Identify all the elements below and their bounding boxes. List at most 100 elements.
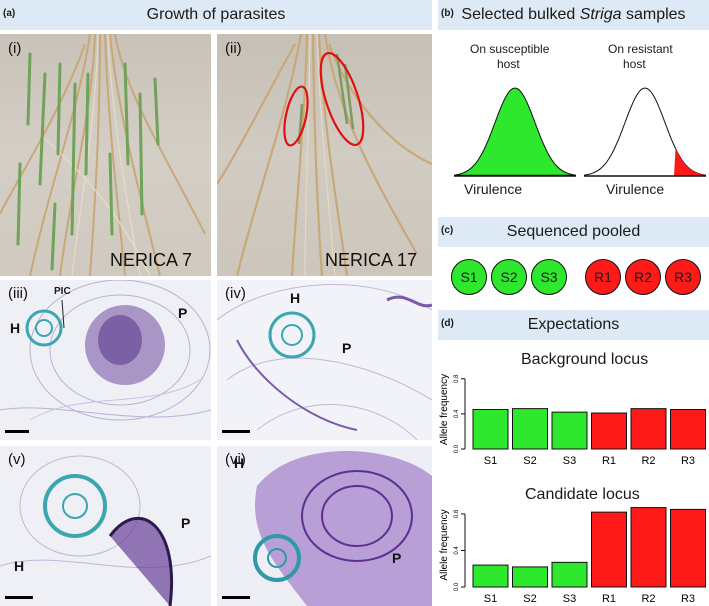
micro-iii-p: P	[178, 305, 188, 321]
micrograph-v-art	[0, 455, 211, 606]
red-ellipse-2	[319, 51, 365, 147]
red-ellipse-1	[283, 85, 309, 147]
sample-r2: R2	[625, 259, 661, 295]
panel-b-title-post: samples	[621, 6, 686, 23]
panel-c-header: Sequenced pooled	[438, 217, 709, 247]
x-tick-label-r3: R3	[681, 593, 695, 605]
background-locus-chart: 0.0 0.4 0.8 Allele frequency S1 S2 S3 R1 R2 R3	[439, 374, 706, 467]
panel-a-letter: (a)	[3, 8, 16, 19]
resistant-caption-2: host	[623, 57, 646, 71]
micro-v-p: P	[181, 515, 191, 531]
virulence-distributions	[453, 87, 707, 177]
panel-d-header: Expectations	[438, 310, 709, 340]
candidate-locus-chart: 0.0 0.4 0.8 Allele frequency S1 S2 S3 R1 R2 R3	[439, 507, 706, 605]
micro-vi-p: P	[392, 550, 402, 566]
micro-iv-label: (iv)	[225, 285, 246, 302]
x-tick-label-r1: R1	[602, 593, 616, 605]
photo-i-label: (i)	[8, 40, 22, 57]
sample-r3: R3	[665, 259, 701, 295]
scalebar-v	[5, 596, 33, 599]
bar-s1	[472, 564, 509, 588]
x-tick-label-s1: S1	[484, 593, 497, 605]
resistant-curve	[583, 87, 707, 176]
micro-iii-label: (iii)	[8, 285, 28, 302]
micro-iv-h: H	[290, 290, 301, 306]
x-tick-label-r2: R2	[641, 593, 655, 605]
chart1-title: Background locus	[521, 351, 649, 368]
x-tick-label-s3: S3	[563, 455, 576, 467]
y-tick-label: 0.0	[454, 444, 460, 453]
sample-s1: S1	[451, 259, 487, 295]
chart2-title: Candidate locus	[525, 486, 640, 503]
root-photo-illustration-2	[217, 34, 432, 276]
panel-c-title: Sequenced pooled	[506, 223, 641, 240]
bar-s1	[472, 409, 509, 450]
x-tick-label-r2: R2	[641, 455, 655, 467]
y-tick-label: 0.4	[454, 546, 460, 555]
sample-r1: R1	[585, 259, 621, 295]
susceptible-caption-1: On susceptible	[470, 42, 550, 56]
photo-ii-label: (ii)	[225, 40, 242, 57]
resistant-caption-1: On resistant	[608, 42, 673, 56]
micro-vi-h: H	[234, 455, 245, 471]
photo-nerica-7	[0, 34, 211, 276]
panel-b-title-italic: Striga	[579, 6, 622, 23]
bar-s3	[551, 561, 588, 588]
photo-nerica-17	[217, 34, 432, 276]
panel-d-title: Expectations	[527, 316, 620, 333]
scalebar-vi	[222, 596, 250, 599]
bar-s3	[551, 411, 588, 450]
bar-r1	[591, 412, 627, 450]
micro-vi-label: (vi)	[225, 451, 246, 468]
panel-c-letter: (c)	[441, 225, 454, 236]
panel-a-title: Growth of parasites	[146, 6, 286, 23]
susceptible-curve	[453, 87, 577, 176]
micrograph-iv-art	[217, 284, 432, 440]
resistant-tail	[674, 148, 706, 176]
x-tick-label-r3: R3	[681, 455, 695, 467]
scalebar-iv	[222, 430, 250, 433]
bar-r3	[670, 409, 706, 450]
bar-r3	[670, 508, 706, 588]
root-photo-illustration	[0, 34, 206, 276]
scalebar-iii	[5, 430, 29, 433]
micro-iii-pic: PIC	[54, 286, 71, 297]
bar-r2	[630, 408, 667, 450]
micrograph-vi	[217, 446, 432, 606]
y-tick-label: 0.4	[454, 409, 460, 418]
y-tick-label: 0.0	[454, 582, 460, 591]
x-tick-label-r1: R1	[602, 455, 616, 467]
y-tick-label: 0.8	[454, 509, 460, 518]
micro-iii-h: H	[10, 320, 21, 336]
bar-r1	[591, 511, 627, 588]
bar-s2	[512, 566, 548, 588]
panel-b-header: Selected bulked Striga samples	[438, 0, 709, 30]
micrograph-iii-art	[0, 280, 211, 421]
susceptible-caption-2: host	[497, 57, 520, 71]
nerica-17-label: NERICA 17	[325, 250, 418, 270]
panel-d-letter: (d)	[441, 318, 454, 329]
y-axis-label: Allele frequency	[439, 374, 450, 445]
sample-s2: S2	[491, 259, 527, 295]
panel-b-title-pre: Selected bulked	[461, 6, 580, 23]
y-axis-label: Allele frequency	[439, 509, 450, 580]
micro-v-h: H	[14, 558, 25, 574]
micrograph-v	[0, 446, 211, 606]
micro-iv-p: P	[342, 340, 352, 356]
panel-b-letter: (b)	[441, 8, 454, 19]
x-tick-label-s1: S1	[484, 455, 497, 467]
sample-s3: S3	[531, 259, 567, 295]
x-tick-label-s2: S2	[523, 455, 536, 467]
micro-v-label: (v)	[8, 451, 26, 468]
panel-a-header: Growth of parasites	[0, 0, 432, 30]
micrograph-iii	[0, 280, 211, 440]
y-tick-label: 0.8	[454, 374, 460, 383]
bar-s2	[512, 408, 548, 450]
micrograph-iv	[217, 280, 432, 440]
x-tick-label-s2: S2	[523, 593, 536, 605]
micrograph-vi-art	[253, 451, 432, 606]
virulence-label-left: Virulence	[464, 181, 523, 197]
x-tick-label-s3: S3	[563, 593, 576, 605]
bar-r2	[630, 507, 667, 588]
virulence-label-right: Virulence	[606, 181, 665, 197]
